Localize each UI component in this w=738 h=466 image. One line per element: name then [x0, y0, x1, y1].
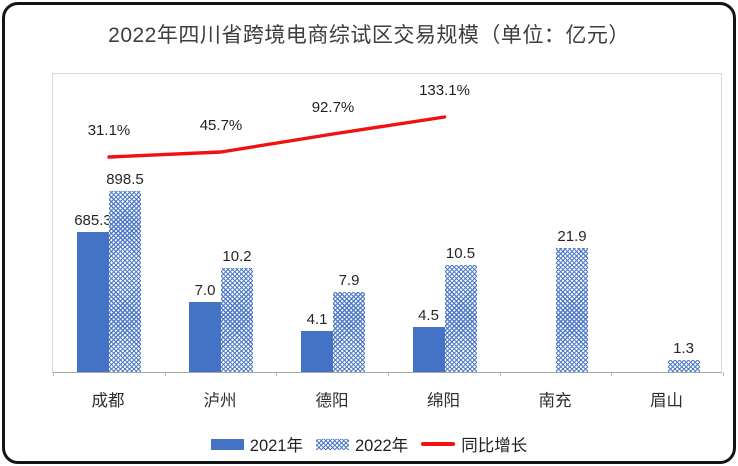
bar-2021-chengdu [77, 232, 109, 372]
category-label-luzhou: 泸州 [203, 392, 237, 410]
legend-item-pattern: 2022年 [316, 432, 408, 456]
value-label-2022-chengdu: 898.5 [106, 171, 144, 188]
chart-title: 2022年四川省跨境电商综试区交易规模（单位：亿元） [108, 24, 630, 47]
growth-label-mianyang: 133.1% [419, 82, 470, 99]
value-label-2022-mianyang: 10.5 [445, 245, 476, 262]
growth-label-luzhou: 45.7% [199, 117, 243, 134]
value-label-2021-deyang: 4.1 [306, 311, 328, 328]
legend-swatch-line-icon [421, 442, 456, 446]
legend: 2021年 2022年 同比增长 [5, 432, 733, 456]
legend-swatch-pattern-icon [316, 438, 349, 450]
category-label-nanchong: 南充 [538, 392, 572, 410]
axis-tick-0 [53, 372, 54, 376]
bar-2022-luzhou [221, 268, 253, 372]
legend-item-solid: 2021年 [210, 432, 303, 456]
axis-tick-4 [499, 372, 501, 376]
category-label-mianyang: 绵阳 [427, 392, 460, 410]
value-label-2022-deyang: 7.9 [338, 272, 360, 289]
bar-2022-deyang [333, 292, 365, 372]
legend-label-line: 同比增长 [461, 437, 528, 455]
value-label-2021-chengdu: 685.3 [74, 212, 112, 229]
category-label-chengdu: 成都 [91, 392, 125, 410]
axis-tick-3 [388, 372, 389, 376]
axis-tick-6 [723, 372, 724, 376]
category-label-deyang: 德阳 [315, 392, 349, 410]
axis-tick-2 [276, 372, 278, 376]
bar-2021-luzhou [189, 302, 221, 372]
legend-label-pattern: 2022年 [355, 437, 409, 455]
axis-tick-5 [611, 372, 613, 376]
legend-swatch-solid-icon [210, 438, 244, 450]
legend-item-line: 同比增长 [421, 432, 527, 456]
bar-2022-chengdu [109, 191, 141, 372]
growth-label-deyang: 92.7% [311, 99, 355, 116]
bar-2021-mianyang [412, 327, 445, 372]
value-label-2022-luzhou: 10.2 [222, 248, 252, 265]
bar-2022-nanchong [556, 248, 588, 372]
value-label-2022-nanchong: 21.9 [557, 228, 587, 245]
bar-2022-meishan [667, 360, 700, 372]
value-label-2021-luzhou: 7.0 [194, 282, 216, 299]
category-label-meishan: 眉山 [650, 392, 683, 410]
value-label-2021-mianyang: 4.5 [418, 307, 439, 324]
value-label-2022-meishan: 1.3 [673, 340, 694, 357]
growth-line-layer [107, 115, 447, 159]
plot-area: 685.3 898.5 7.0 10.2 4.1 7.9 4.5 10.5 21.9 1.3 31.… [52, 73, 724, 376]
growth-label-chengdu: 31.1% [87, 122, 131, 139]
bar-2021-deyang [301, 331, 333, 372]
bar-2022-mianyang [444, 265, 477, 372]
axis-tick-1 [164, 372, 166, 376]
growth-line [107, 115, 447, 159]
legend-label-solid: 2021年 [249, 437, 303, 455]
